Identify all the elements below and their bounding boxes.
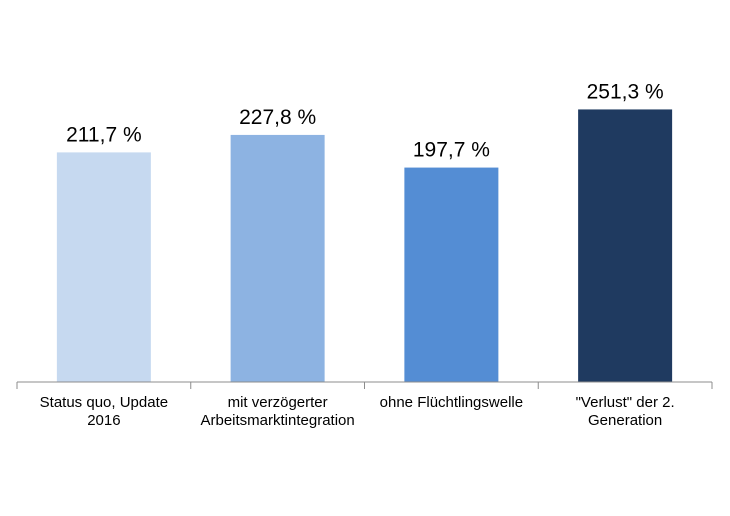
x-tick-label: Status quo, Update [40,394,168,411]
bar [230,134,325,382]
x-axis [16,381,713,389]
data-label: 197,7 % [413,139,490,162]
data-label: 227,8 % [239,106,316,129]
x-tick-label: "Verlust" der 2. [576,394,675,411]
x-tick-label: mit verzögerter [228,394,328,411]
x-tick-label: ohne Flüchtlingswelle [380,394,523,411]
data-labels-group: 211,7 % 227,8 % 197,7 % 251,3 % [66,80,664,161]
data-label: 211,7 % [66,123,142,146]
bar [578,109,673,382]
bars-group [56,109,673,382]
bar [404,167,499,382]
x-tick-label: Arbeitsmarktintegration [201,412,355,429]
data-label: 251,3 % [587,80,664,103]
x-tick-label: Generation [588,412,662,429]
x-tick-label: 2016 [87,412,120,429]
bar [56,152,151,382]
